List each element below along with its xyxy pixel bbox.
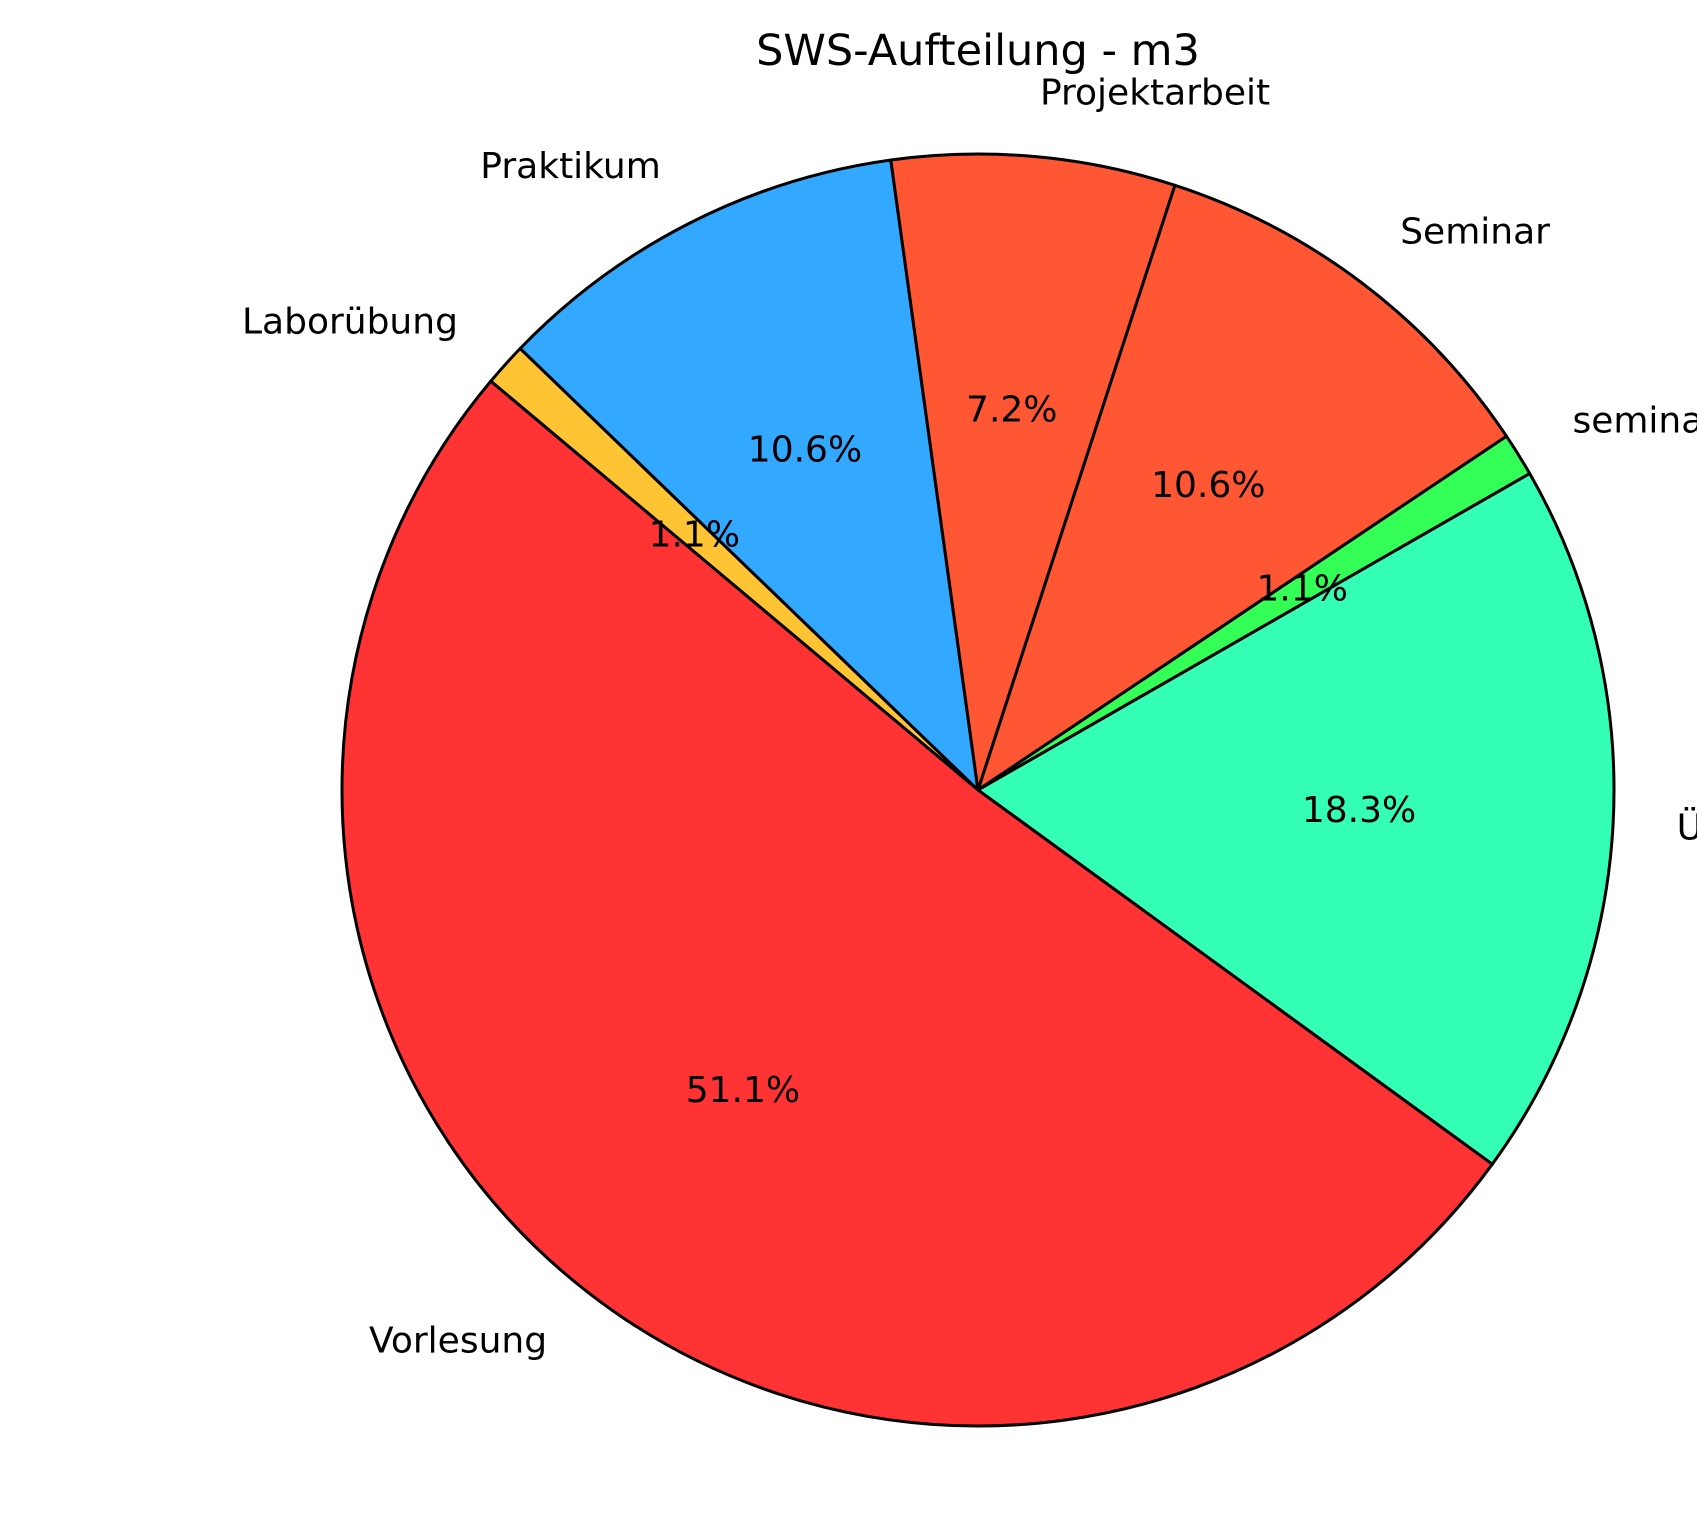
pie-labels: Laborübung 1.1% Praktikum 10.6% Projektarbei… <box>242 73 1697 1362</box>
slice-seminar <box>976 183 1509 792</box>
pct-label-seminaristischer-unterricht: 1.1% <box>1257 568 1348 609</box>
pct-label-vorlesung: 51.1% <box>686 1070 800 1111</box>
pct-label-projektarbeit: 7.2% <box>966 389 1057 430</box>
pct-label-seminar: 10.6% <box>1151 465 1265 506</box>
pie-slices <box>340 152 1616 1428</box>
slice-label-seminar: Seminar <box>1400 212 1550 253</box>
slice-label-ubung: Übung <box>1677 806 1697 848</box>
pct-label-praktikum: 10.6% <box>748 429 862 470</box>
slice-vorlesung <box>340 379 1494 1428</box>
chart-title: SWS-Aufteilung - m3 <box>756 26 1200 76</box>
slice-label-vorlesung: Vorlesung <box>369 1321 547 1362</box>
slice-ubung <box>976 472 1616 1166</box>
slice-label-projektarbeit: Projektarbeit <box>1040 73 1270 114</box>
slice-praktikum <box>518 158 980 792</box>
slice-label-praktikum: Praktikum <box>480 146 661 187</box>
slice-label-seminaristischer-unterricht: seminaristischer Unterricht <box>1572 401 1697 442</box>
slice-projektarbeit <box>889 152 1177 792</box>
pct-label-laborubung: 1.1% <box>649 514 740 555</box>
pct-label-ubung: 18.3% <box>1302 790 1416 831</box>
slice-label-laborubung: Laborübung <box>242 302 458 343</box>
